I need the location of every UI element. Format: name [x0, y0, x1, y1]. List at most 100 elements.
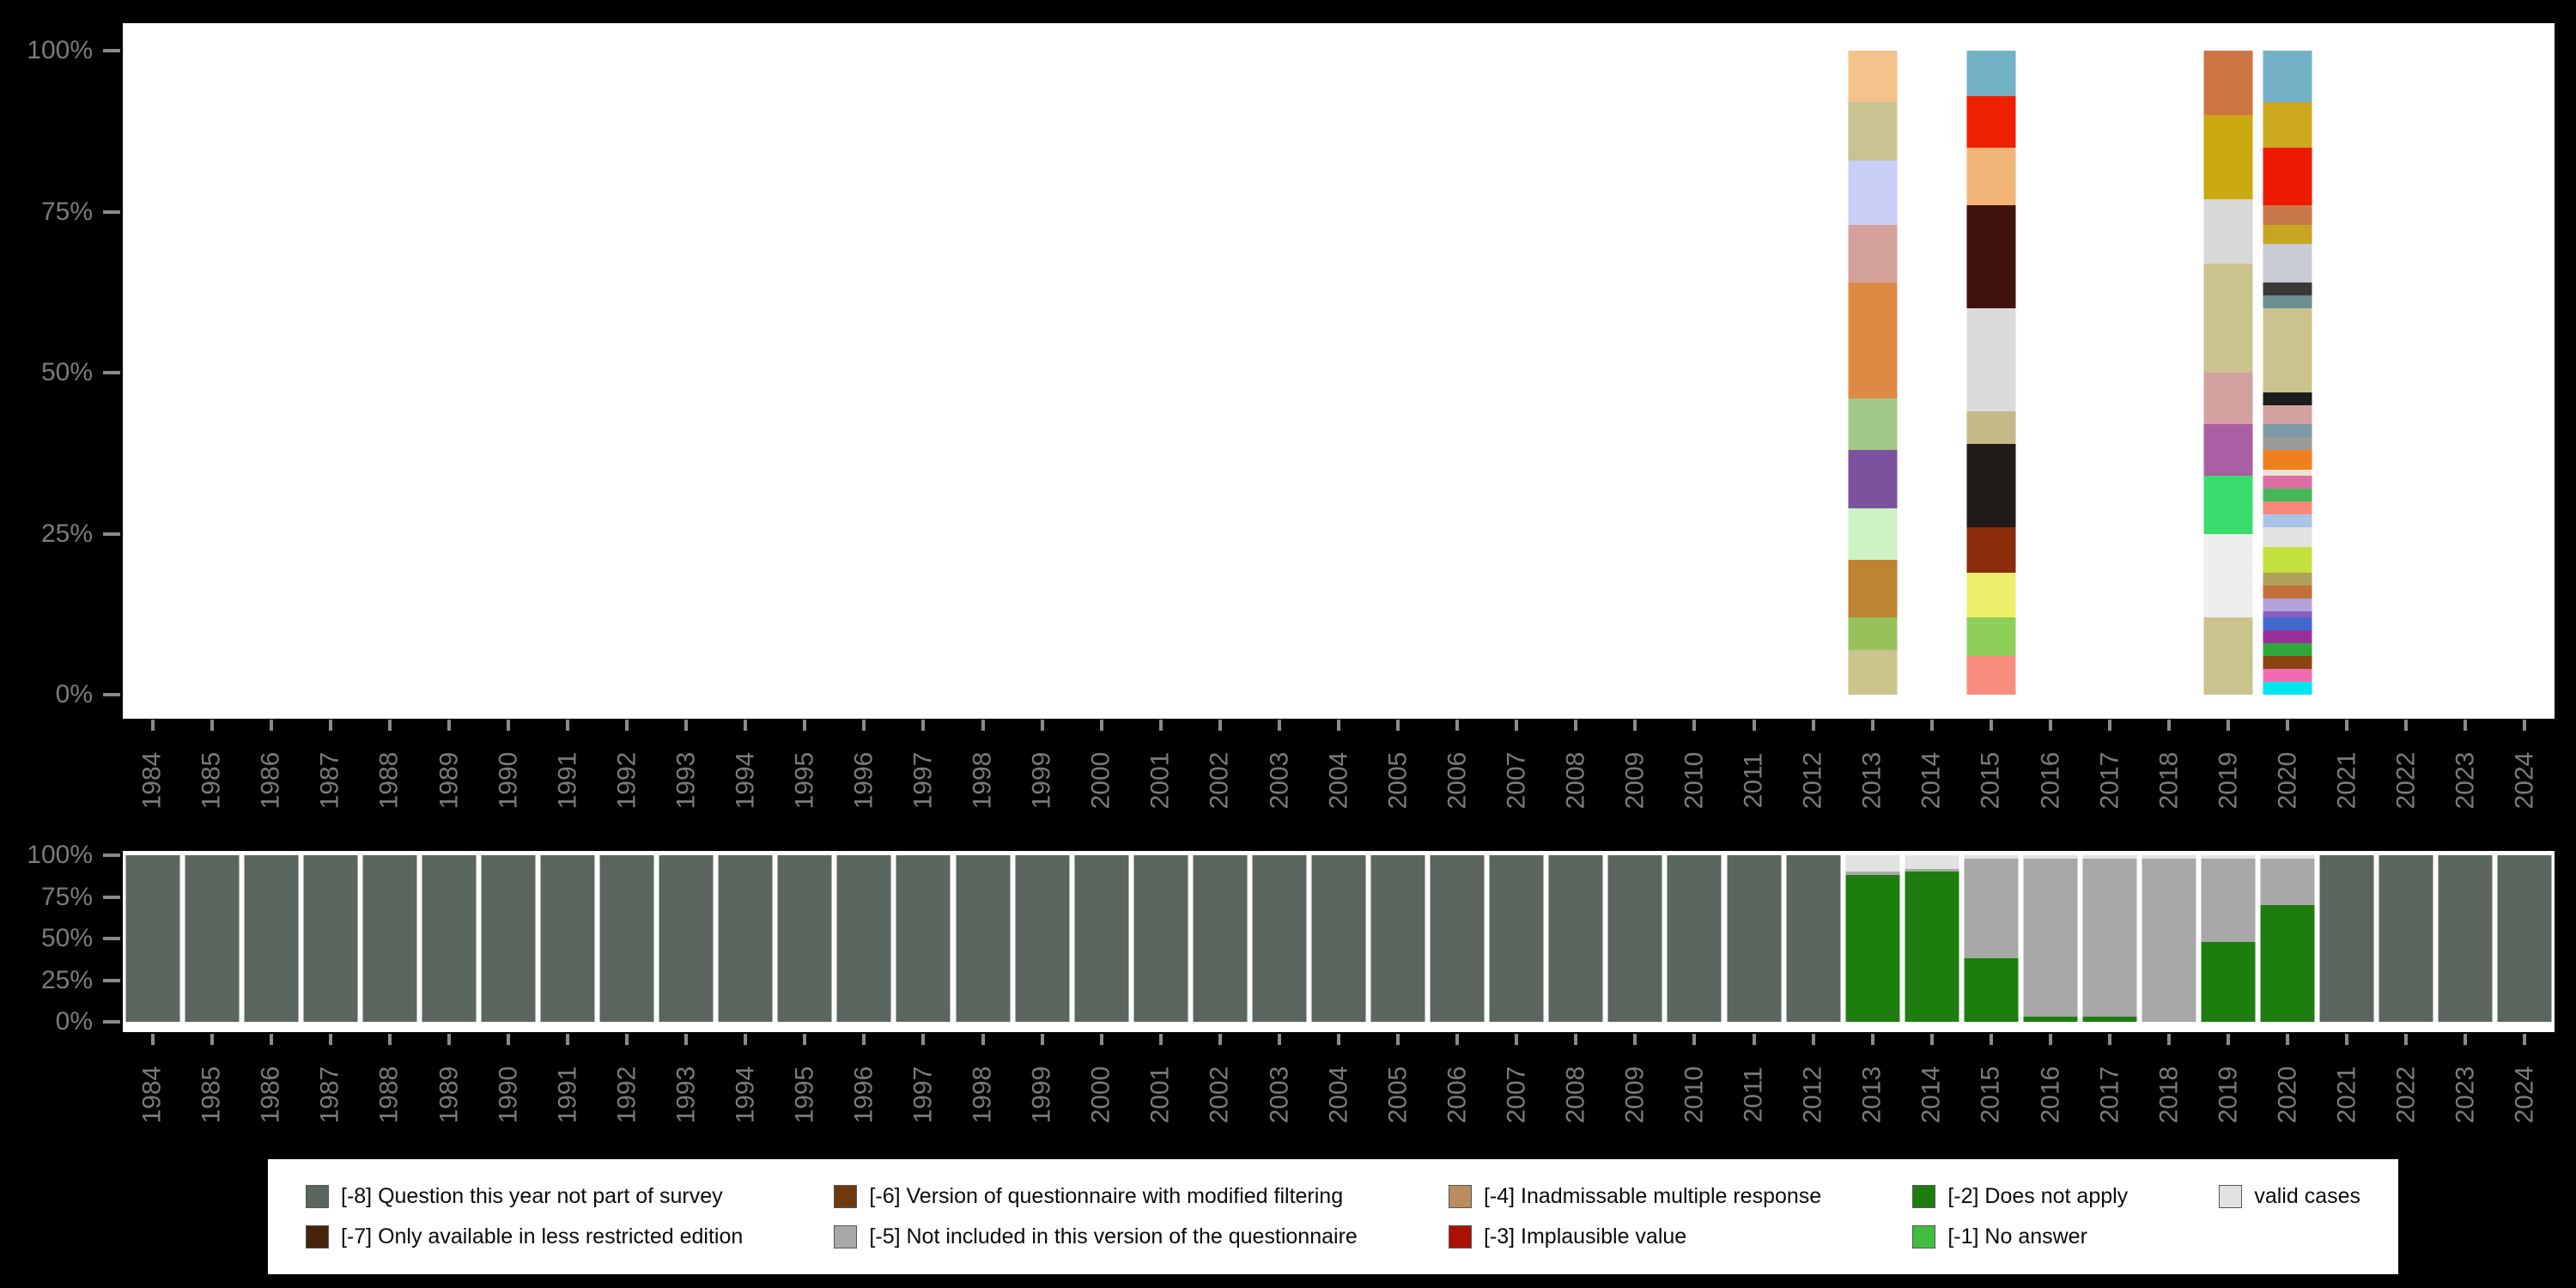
bar-segment-m5 — [2202, 859, 2256, 942]
top-x-tick-mark — [2227, 720, 2230, 731]
top-year-label: 2024 — [2510, 752, 2539, 810]
top-y-tick-label: 100% — [27, 36, 93, 65]
legend-label: [-1] No answer — [1947, 1224, 2087, 1249]
top-x-tick-mark — [151, 720, 155, 731]
bottom-x-tick-mark — [388, 1034, 392, 1045]
top-chart-y-axis-labels: 100%75%50%25%0% — [0, 51, 93, 695]
legend-swatch-m6 — [834, 1185, 857, 1208]
bar-segment-m8 — [244, 855, 298, 1022]
missing-values-bar-2001 — [1133, 855, 1188, 1022]
top-y-tick-mark — [103, 693, 120, 696]
bar-segment-m8 — [1312, 855, 1366, 1022]
bar-segment — [1966, 308, 2015, 411]
bar-segment — [2263, 308, 2312, 392]
bar-segment — [2263, 547, 2312, 573]
bottom-x-tick-mark — [329, 1034, 332, 1045]
bar-segment-valid — [1905, 855, 1959, 869]
bottom-x-tick-mark — [981, 1034, 985, 1045]
top-x-tick-mark — [1337, 720, 1340, 731]
bottom-chart-y-axis-ticks — [98, 855, 120, 1022]
category-stacked-bar-2013 — [1848, 51, 1897, 695]
bar-segment — [2204, 534, 2253, 618]
bar-segment-m8 — [778, 855, 832, 1022]
bar-segment-m5 — [2261, 859, 2315, 905]
bar-segment — [1848, 508, 1897, 560]
category-stacked-bar-2020 — [2263, 51, 2312, 695]
missing-values-bar-2003 — [1252, 855, 1306, 1022]
bottom-x-tick-mark — [2227, 1034, 2230, 1045]
bar-segment — [2263, 669, 2312, 682]
bar-segment — [2263, 611, 2312, 618]
legend-swatch-m3 — [1449, 1225, 1472, 1249]
bar-segment-m8 — [1252, 855, 1306, 1022]
top-y-tick-mark — [103, 210, 120, 214]
legend-label: [-4] Inadmissable multiple response — [1484, 1184, 1821, 1209]
missing-values-bar-1988 — [362, 855, 416, 1022]
missing-values-bar-2010 — [1668, 855, 1722, 1022]
bar-segment — [2263, 295, 2312, 308]
bottom-x-tick-mark — [210, 1034, 214, 1045]
bar-segment — [2204, 199, 2253, 264]
top-x-tick-mark — [1574, 720, 1577, 731]
bar-segment-m5 — [2142, 859, 2196, 1022]
top-y-tick-label: 25% — [41, 519, 93, 549]
top-x-tick-mark — [1100, 720, 1103, 731]
bar-segment-m8 — [1015, 855, 1069, 1022]
top-chart-x-axis-labels: 1984198519861987198819891990199119921993… — [123, 731, 2555, 830]
top-x-tick-mark — [1218, 720, 1222, 731]
bottom-x-tick-mark — [1218, 1034, 1222, 1045]
legend-item-m6: [-6] Version of questionnaire with modif… — [834, 1184, 1357, 1209]
top-x-tick-mark — [1396, 720, 1400, 731]
bottom-x-tick-mark — [1753, 1034, 1756, 1045]
legend-grid: [-8] Question this year not part of surv… — [268, 1159, 2398, 1274]
top-x-tick-mark — [2167, 720, 2171, 731]
bottom-x-tick-mark — [447, 1034, 451, 1045]
bar-segment — [1966, 205, 2015, 308]
top-y-tick-mark — [103, 49, 120, 52]
bottom-x-tick-mark — [2404, 1034, 2408, 1045]
legend-label: valid cases — [2254, 1184, 2360, 1209]
category-stacked-bar-2019 — [2204, 51, 2253, 695]
bottom-x-tick-mark — [1278, 1034, 1281, 1045]
missing-values-bar-1997 — [896, 855, 951, 1022]
legend-label: [-8] Question this year not part of surv… — [341, 1184, 723, 1209]
missing-values-bar-2009 — [1608, 855, 1662, 1022]
bar-segment-m5 — [2023, 859, 2077, 1017]
bottom-x-tick-mark — [625, 1034, 629, 1045]
legend-item-m8: [-8] Question this year not part of surv… — [306, 1184, 743, 1209]
legend-swatch-m1 — [1912, 1225, 1935, 1249]
bar-segment — [1966, 617, 2015, 656]
missing-values-bar-2000 — [1074, 855, 1128, 1022]
missing-values-bar-1998 — [956, 855, 1010, 1022]
bar-segment — [2263, 586, 2312, 598]
bottom-x-tick-mark — [1515, 1034, 1518, 1045]
bar-segment-m8 — [600, 855, 654, 1022]
top-x-tick-mark — [2345, 720, 2348, 731]
missing-values-bar-2004 — [1312, 855, 1366, 1022]
bar-segment — [1848, 450, 1897, 508]
bar-segment — [2263, 392, 2312, 405]
bottom-x-tick-mark — [684, 1034, 688, 1045]
missing-values-bar-2013 — [1845, 855, 1899, 1022]
bar-segment — [2263, 470, 2312, 477]
top-x-tick-mark — [921, 720, 925, 731]
legend-item-m4: [-4] Inadmissable multiple response — [1449, 1184, 1821, 1209]
bottom-year-label: 2024 — [2510, 1066, 2539, 1124]
bottom-y-tick-label: 100% — [27, 841, 93, 870]
missing-values-bar-1994 — [719, 855, 773, 1022]
top-x-tick-mark — [2464, 720, 2467, 731]
top-x-tick-mark — [684, 720, 688, 731]
bar-segment — [2263, 598, 2312, 611]
bar-segment — [2263, 205, 2312, 225]
bottom-x-tick-mark — [1812, 1034, 1815, 1045]
bar-segment — [2263, 283, 2312, 295]
missing-values-bar-2007 — [1490, 855, 1544, 1022]
bottom-x-tick-mark — [1337, 1034, 1340, 1045]
missing-values-bar-2016 — [2023, 855, 2077, 1022]
bar-segment-m2 — [2261, 905, 2315, 1022]
missing-values-bar-2021 — [2320, 855, 2374, 1022]
bottom-x-tick-mark — [921, 1034, 925, 1045]
legend-swatch-m5 — [834, 1225, 857, 1249]
top-x-tick-mark — [507, 720, 510, 731]
top-y-tick-label: 50% — [41, 358, 93, 387]
